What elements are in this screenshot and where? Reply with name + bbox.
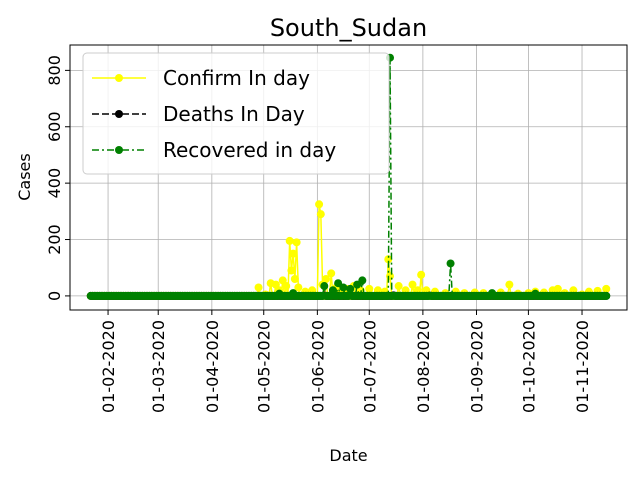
x-tick-label: 01-04-2020 xyxy=(203,320,222,413)
data-point xyxy=(386,272,395,281)
data-point xyxy=(290,274,299,283)
data-point xyxy=(365,284,374,293)
data-point xyxy=(294,283,303,292)
data-point xyxy=(282,282,291,291)
legend-box xyxy=(82,52,390,175)
data-point xyxy=(316,210,325,219)
data-point xyxy=(287,266,296,275)
data-point xyxy=(346,284,355,293)
y-axis: 0 200 400 600 800 xyxy=(45,55,70,301)
x-tick-label: 01-10-2020 xyxy=(519,320,538,413)
x-tick-label: 01-09-2020 xyxy=(468,320,487,413)
data-point xyxy=(289,249,298,258)
data-point xyxy=(505,280,514,289)
data-point xyxy=(322,274,331,283)
legend-label: Confirm In day xyxy=(163,66,310,90)
y-tick-label: 400 xyxy=(45,168,64,199)
legend-swatch-marker xyxy=(115,146,123,154)
x-tick-label: 01-03-2020 xyxy=(149,320,168,413)
y-tick-label: 0 xyxy=(45,291,64,301)
data-point xyxy=(320,282,329,291)
x-tick-label: 01-08-2020 xyxy=(414,320,433,413)
plot-frame xyxy=(69,44,628,311)
data-point xyxy=(315,200,324,209)
y-tick-label: 800 xyxy=(45,55,64,86)
x-tick-label: 01-02-2020 xyxy=(99,320,118,413)
legend: Confirm In day Deaths In Day Recovered in … xyxy=(82,52,390,175)
data-point xyxy=(358,276,367,285)
y-tick-label: 600 xyxy=(45,111,64,142)
data-point xyxy=(384,255,393,264)
chart-title: South_Sudan xyxy=(270,14,427,42)
x-axis: 01-02-2020 01-03-2020 01-04-2020 01-05-2020… xyxy=(99,310,592,413)
legend-label: Recovered in day xyxy=(163,138,336,162)
data-point xyxy=(394,282,403,291)
x-tick-label: 01-07-2020 xyxy=(360,320,379,413)
data-point xyxy=(285,236,294,245)
y-axis-title: Cases xyxy=(15,153,34,201)
data-point xyxy=(339,283,348,292)
legend-swatch-marker xyxy=(115,110,123,118)
data-point xyxy=(446,259,455,268)
data-point xyxy=(602,291,611,300)
data-point xyxy=(254,283,263,292)
legend-label: Deaths In Day xyxy=(163,102,305,126)
data-point xyxy=(408,280,417,289)
y-tick-label: 200 xyxy=(45,224,64,255)
series-0 xyxy=(86,200,611,300)
x-tick-label: 01-05-2020 xyxy=(255,320,274,413)
data-point xyxy=(602,284,611,293)
x-tick-label: 01-11-2020 xyxy=(573,320,592,413)
data-point xyxy=(292,238,301,247)
data-point xyxy=(417,270,426,279)
plot-area xyxy=(86,53,611,300)
legend-swatch-marker xyxy=(115,74,123,82)
data-point xyxy=(327,269,336,278)
x-axis-title: Date xyxy=(329,446,367,465)
series-2 xyxy=(86,53,611,300)
data-point xyxy=(553,284,562,293)
series-line xyxy=(90,204,607,297)
x-tick-label: 01-06-2020 xyxy=(308,320,327,413)
